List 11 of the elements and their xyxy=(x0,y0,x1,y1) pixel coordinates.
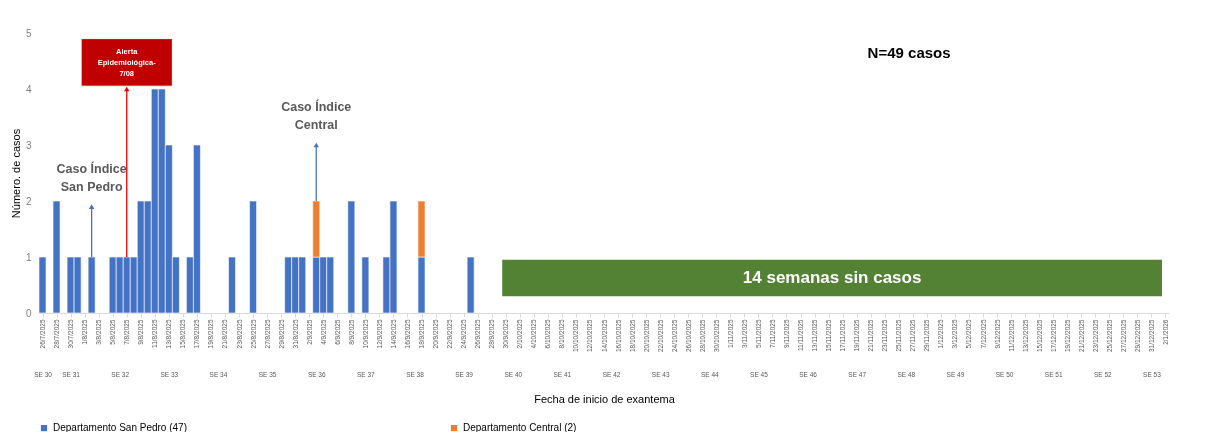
y-tick-label: 4 xyxy=(25,83,32,95)
y-tick-label: 3 xyxy=(25,139,32,151)
band-label: 14 semanas sin casos xyxy=(742,268,922,287)
y-axis-title: Número. de casos xyxy=(9,128,22,219)
annotation: Caso Índice Central xyxy=(281,99,352,132)
annotation: N=49 casos xyxy=(867,44,951,61)
y-tick-label: 0 xyxy=(25,307,32,319)
y-tick-label: 1 xyxy=(25,251,32,263)
y-tick-label: 5 xyxy=(25,27,32,39)
y-tick-label: 2 xyxy=(25,195,32,207)
x-axis-title: Fecha de inicio de exantema xyxy=(534,393,676,405)
